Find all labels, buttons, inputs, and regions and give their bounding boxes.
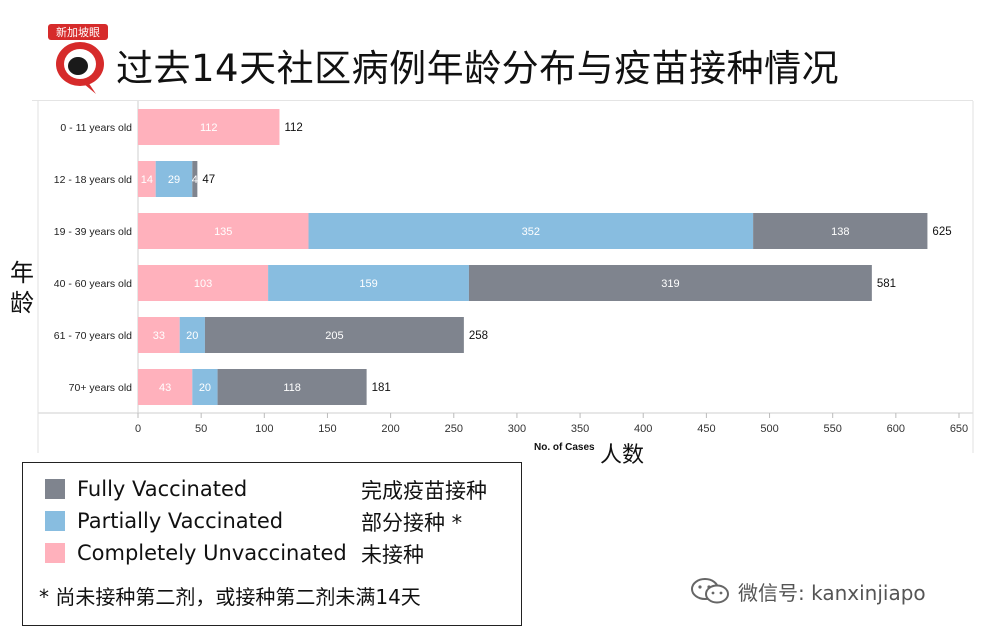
x-tick-label: 650 <box>950 423 968 435</box>
segment-value-label: 205 <box>325 330 343 342</box>
bar-segment <box>138 161 156 197</box>
segment-value-label: 103 <box>194 278 212 290</box>
segment-value-label: 20 <box>199 382 211 394</box>
bar-segment <box>155 161 193 197</box>
legend-swatch-unvaccinated <box>45 543 65 563</box>
bar-segment <box>468 265 872 301</box>
bar-segment <box>753 213 928 249</box>
footnote: * 尚未接种第二剂，或接种第二剂未满14天 <box>39 585 421 609</box>
bar-segment <box>138 213 309 249</box>
watermark: 微信号: kanxinjiapo <box>688 576 926 606</box>
segment-value-label: 118 <box>283 382 301 394</box>
total-value-label: 581 <box>877 278 896 290</box>
total-value-label: 181 <box>372 382 391 394</box>
segment-value-label: 4 <box>192 174 198 186</box>
xaxis-title: No. of Cases <box>534 442 595 453</box>
bar-segment <box>308 213 754 249</box>
segment-value-label: 33 <box>153 330 165 342</box>
category-label: 12 - 18 years old <box>54 174 132 186</box>
watermark-text: 微信号: kanxinjiapo <box>738 580 926 605</box>
wechat-icon <box>691 578 729 604</box>
bar-segment <box>138 369 193 405</box>
xaxis-title-cn: 人数 <box>600 443 645 468</box>
x-tick-label: 100 <box>255 423 273 435</box>
x-tick-label: 550 <box>824 423 842 435</box>
x-tick-label: 350 <box>571 423 589 435</box>
logo-text: 新加坡眼 <box>56 25 100 39</box>
segment-value-label: 135 <box>214 226 232 238</box>
total-value-label: 625 <box>932 226 951 238</box>
bar-segment <box>179 317 205 353</box>
x-tick-label: 200 <box>381 423 399 435</box>
chart-title: 过去14天社区病例年龄分布与疫苗接种情况 <box>116 47 840 90</box>
legend-swatch-fully <box>45 479 65 499</box>
x-tick-label: 300 <box>508 423 526 435</box>
legend-item-partial: Partially Vaccinated <box>45 507 283 535</box>
x-tick-label: 50 <box>195 423 207 435</box>
bar-segment <box>192 161 198 197</box>
legend-label-unvaccinated: Completely Unvaccinated <box>77 541 347 565</box>
bar-segment <box>138 317 180 353</box>
segment-value-label: 112 <box>200 122 218 134</box>
segment-value-label: 29 <box>168 174 180 186</box>
category-label: 61 - 70 years old <box>54 330 132 342</box>
legend-label-fully: Fully Vaccinated <box>77 477 248 501</box>
x-tick-label: 250 <box>445 423 463 435</box>
bar-segment <box>268 265 469 301</box>
x-tick-label: 500 <box>760 423 778 435</box>
x-tick-label: 150 <box>318 423 336 435</box>
total-value-label: 258 <box>469 330 488 342</box>
legend-cn-fully: 完成疫苗接种 <box>361 479 487 503</box>
category-label: 70+ years old <box>69 382 132 394</box>
legend-cn-unvaccinated: 未接种 <box>361 543 424 567</box>
x-tick-label: 0 <box>135 423 141 435</box>
bar-segment <box>192 369 218 405</box>
yaxis-title: 年龄 <box>10 259 34 317</box>
segment-value-label: 138 <box>831 226 849 238</box>
total-value-label: 47 <box>202 174 215 186</box>
legend-item-unvaccinated: Completely Unvaccinated <box>45 539 347 567</box>
segment-value-label: 352 <box>522 226 540 238</box>
bar-chart: 0 50 100 150 200 250 300 350 400 450 500 550 600 650 0… <box>37 101 974 453</box>
x-tick-label: 400 <box>634 423 652 435</box>
segment-value-label: 159 <box>359 278 377 290</box>
x-tick-label: 450 <box>697 423 715 435</box>
category-label: 0 - 11 years old <box>60 122 132 134</box>
logo: 新加坡眼 <box>48 24 108 94</box>
segment-value-label: 14 <box>141 174 153 186</box>
bar-segment <box>217 369 367 405</box>
title-divider <box>32 100 973 101</box>
category-label: 19 - 39 years old <box>54 226 132 238</box>
legend-item-fully: Fully Vaccinated <box>45 475 247 503</box>
bar-segment <box>138 265 269 301</box>
legend-swatch-partial <box>45 511 65 531</box>
x-tick-label: 600 <box>887 423 905 435</box>
category-label: 40 - 60 years old <box>54 278 132 290</box>
legend: Fully Vaccinated Partially Vaccinated Co… <box>22 462 522 626</box>
legend-label-partial: Partially Vaccinated <box>77 509 284 533</box>
bar-segment <box>138 109 280 145</box>
segment-value-label: 319 <box>661 278 679 290</box>
segment-value-label: 20 <box>186 330 198 342</box>
legend-cn-partial: 部分接种 * <box>361 511 463 535</box>
total-value-label: 112 <box>284 122 302 134</box>
bar-segment <box>204 317 464 353</box>
segment-value-label: 43 <box>159 382 171 394</box>
